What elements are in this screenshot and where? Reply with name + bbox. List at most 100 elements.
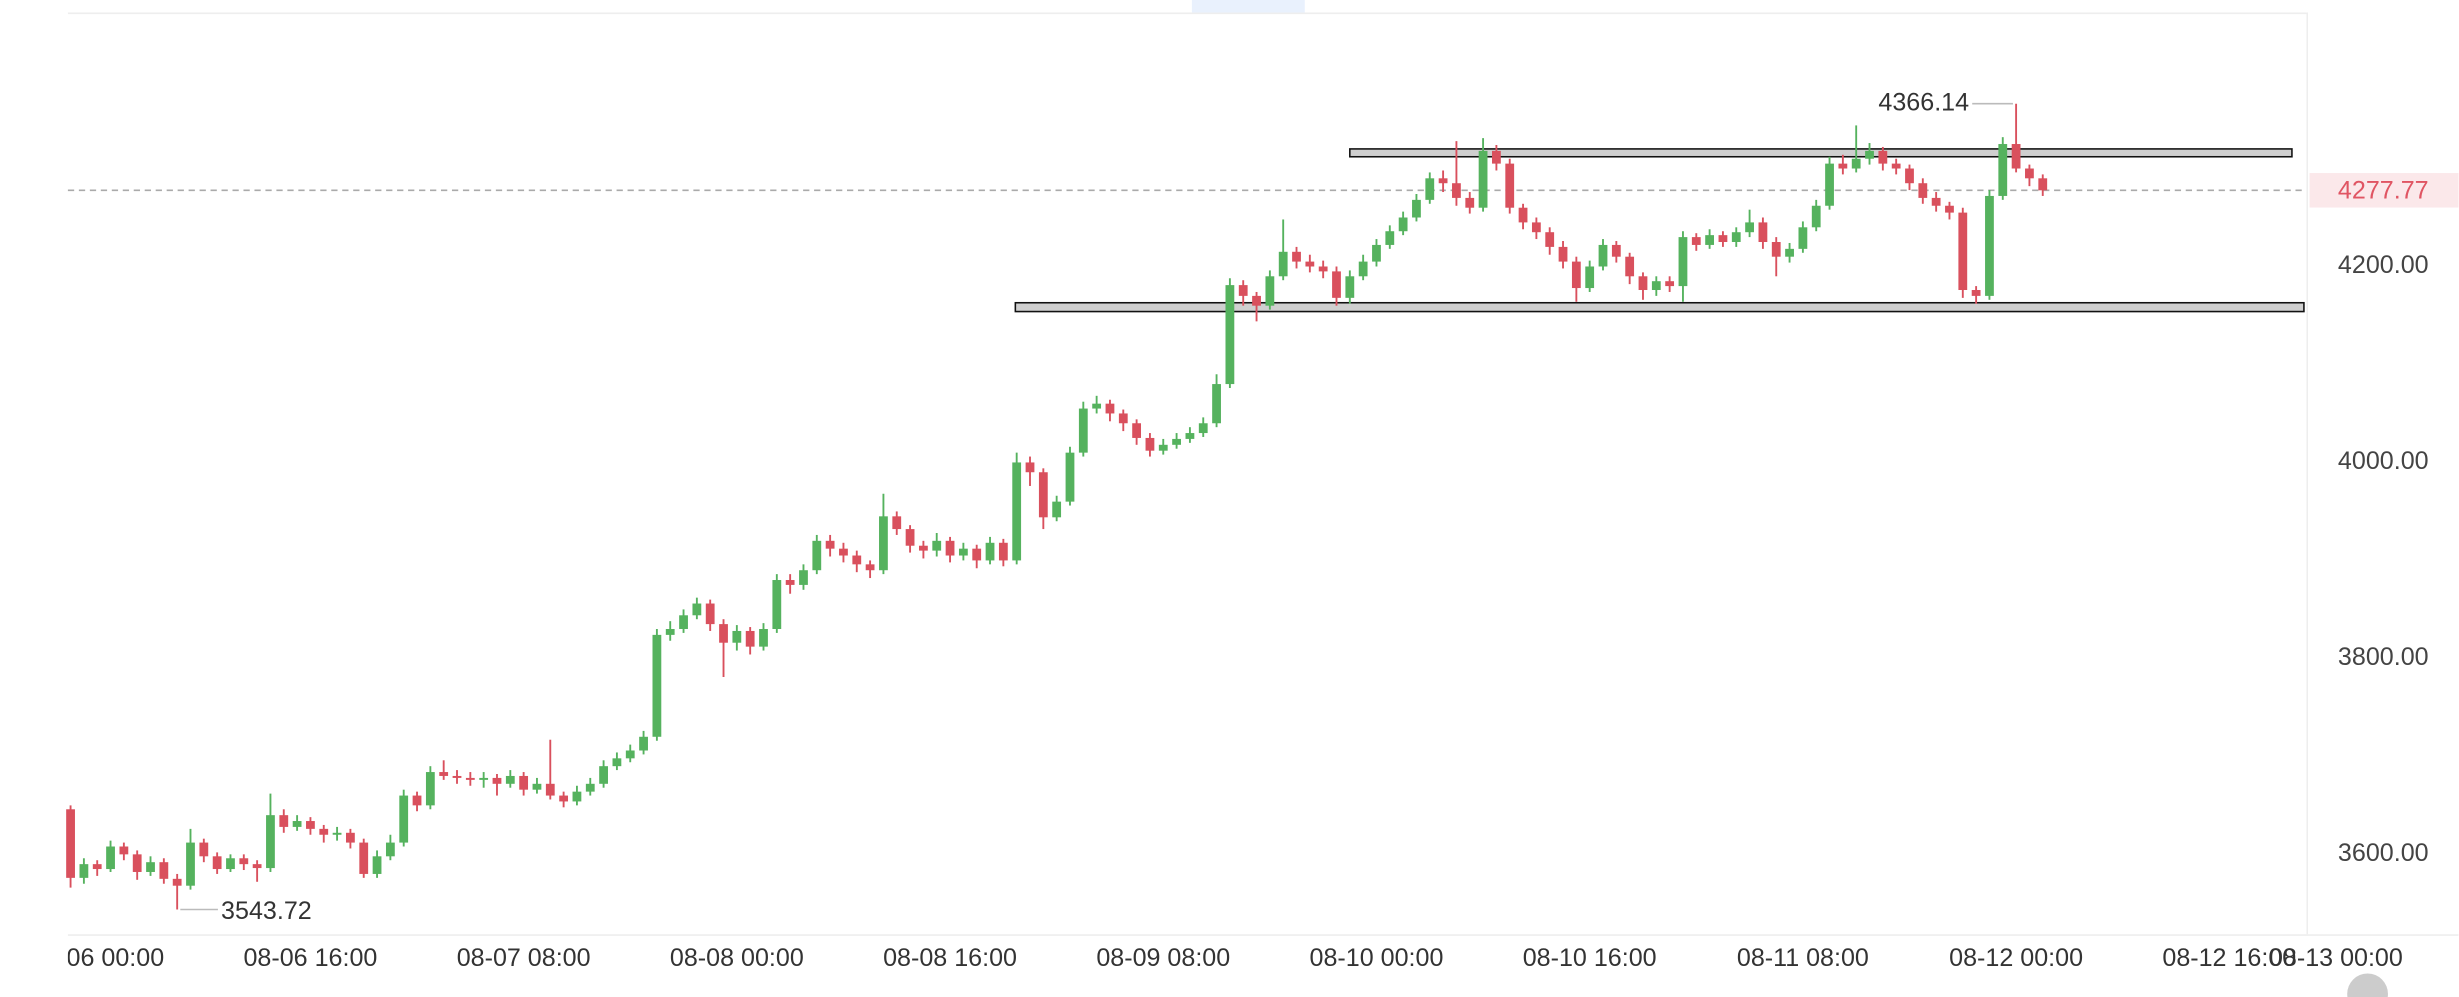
candle-body xyxy=(106,846,115,870)
candle-body xyxy=(559,795,569,802)
candle-body xyxy=(1078,408,1088,453)
price-zone xyxy=(1349,148,2293,158)
candle-body xyxy=(132,854,142,872)
candle-body xyxy=(1385,231,1395,245)
candle-body xyxy=(639,736,648,751)
x-tick-label: 08-13 00:00 xyxy=(2269,944,2403,972)
candle-body xyxy=(1811,205,1821,228)
candle-body xyxy=(159,862,169,879)
candle-body xyxy=(1651,281,1661,291)
candle-body xyxy=(1625,256,1635,277)
x-tick-label: 08-10 00:00 xyxy=(1310,944,1444,972)
candle-body xyxy=(1172,438,1181,445)
candle-body xyxy=(1425,178,1435,200)
candle-body xyxy=(292,821,302,827)
candle-body xyxy=(1851,158,1861,169)
candle-body xyxy=(1358,261,1368,277)
candle-body xyxy=(186,842,195,886)
candle-body xyxy=(1718,235,1728,242)
low-label: 3543.72 xyxy=(221,897,312,925)
candle-body xyxy=(1638,276,1648,291)
candle-body xyxy=(972,548,982,561)
candle-body xyxy=(1292,251,1301,262)
candle-body xyxy=(385,842,395,857)
high-label: 4366.14 xyxy=(1878,88,1969,116)
candle-body xyxy=(212,856,222,870)
candle-body xyxy=(1691,237,1701,245)
candle-body xyxy=(705,603,715,625)
candle-body xyxy=(1318,266,1328,272)
candle-body xyxy=(172,878,182,886)
candle-body xyxy=(679,615,688,630)
candle-body xyxy=(1212,384,1221,424)
candle-body xyxy=(2011,144,2021,169)
candle-body xyxy=(1838,163,1848,169)
y-tick-label: 4000.00 xyxy=(2338,447,2429,475)
candle-body xyxy=(332,832,342,835)
candle-body xyxy=(119,846,129,855)
x-tick-label: 08-06 00:00 xyxy=(30,944,164,972)
candle-body xyxy=(745,630,755,647)
candle-body xyxy=(1505,163,1515,208)
candle-body xyxy=(492,777,502,784)
candle-body xyxy=(1265,276,1275,306)
candle-body xyxy=(465,777,475,780)
candle-body xyxy=(785,580,795,585)
candle-body xyxy=(319,828,329,835)
candle-body xyxy=(519,775,529,790)
candle-body xyxy=(1905,168,1914,184)
candle-body xyxy=(692,603,702,616)
candle-body xyxy=(1518,207,1528,223)
candle-body xyxy=(772,580,782,630)
candle-body xyxy=(812,540,822,571)
candle-body xyxy=(799,570,808,585)
candle-body xyxy=(1998,144,2008,196)
candle-body xyxy=(1412,199,1421,218)
candle-body xyxy=(1278,251,1288,277)
x-tick-label: 08-12 00:00 xyxy=(1949,944,2083,972)
candle-body xyxy=(892,516,902,530)
x-tick-label: 08-08 16:00 xyxy=(883,944,1017,972)
candle-body xyxy=(585,783,595,792)
candle-body xyxy=(1158,444,1168,451)
candle-body xyxy=(199,842,209,857)
candle-body xyxy=(852,555,862,565)
x-tick-label: 08-09 08:00 xyxy=(1096,944,1230,972)
candle-body xyxy=(346,832,355,843)
candle-body xyxy=(545,783,555,796)
candle-body xyxy=(732,630,742,643)
candle-body xyxy=(252,864,262,869)
candle-body xyxy=(919,545,928,551)
candle-body xyxy=(1611,244,1621,257)
candle-body xyxy=(1252,295,1261,306)
x-tick-label: 08-11 08:00 xyxy=(1737,944,1869,972)
candle-body xyxy=(759,629,768,647)
candle-body xyxy=(1745,222,1754,233)
candle-body xyxy=(1025,462,1035,473)
candle-body xyxy=(1918,183,1928,198)
candle-body xyxy=(1038,472,1048,518)
candle-body xyxy=(1065,452,1075,502)
candle-body xyxy=(1492,150,1501,164)
candle-body xyxy=(879,516,888,571)
candle-body xyxy=(1185,433,1195,439)
scroll-button[interactable] xyxy=(2347,973,2388,997)
candle-body xyxy=(1105,403,1115,414)
candle-body xyxy=(1731,232,1741,242)
candle-body xyxy=(532,783,542,790)
x-tick-label: 08-10 16:00 xyxy=(1523,944,1657,972)
candle-body xyxy=(505,775,515,784)
candle-body xyxy=(2025,168,2034,179)
candle-body xyxy=(1758,222,1768,242)
candle-body xyxy=(1878,150,1888,164)
candle-body xyxy=(306,821,315,829)
candle-body xyxy=(825,540,835,549)
candle-body xyxy=(439,772,449,776)
candle-body xyxy=(146,862,155,872)
candle-body xyxy=(1545,232,1555,247)
candle-body xyxy=(1958,212,1968,291)
candle-body xyxy=(572,791,582,802)
candle-body xyxy=(1225,285,1235,385)
